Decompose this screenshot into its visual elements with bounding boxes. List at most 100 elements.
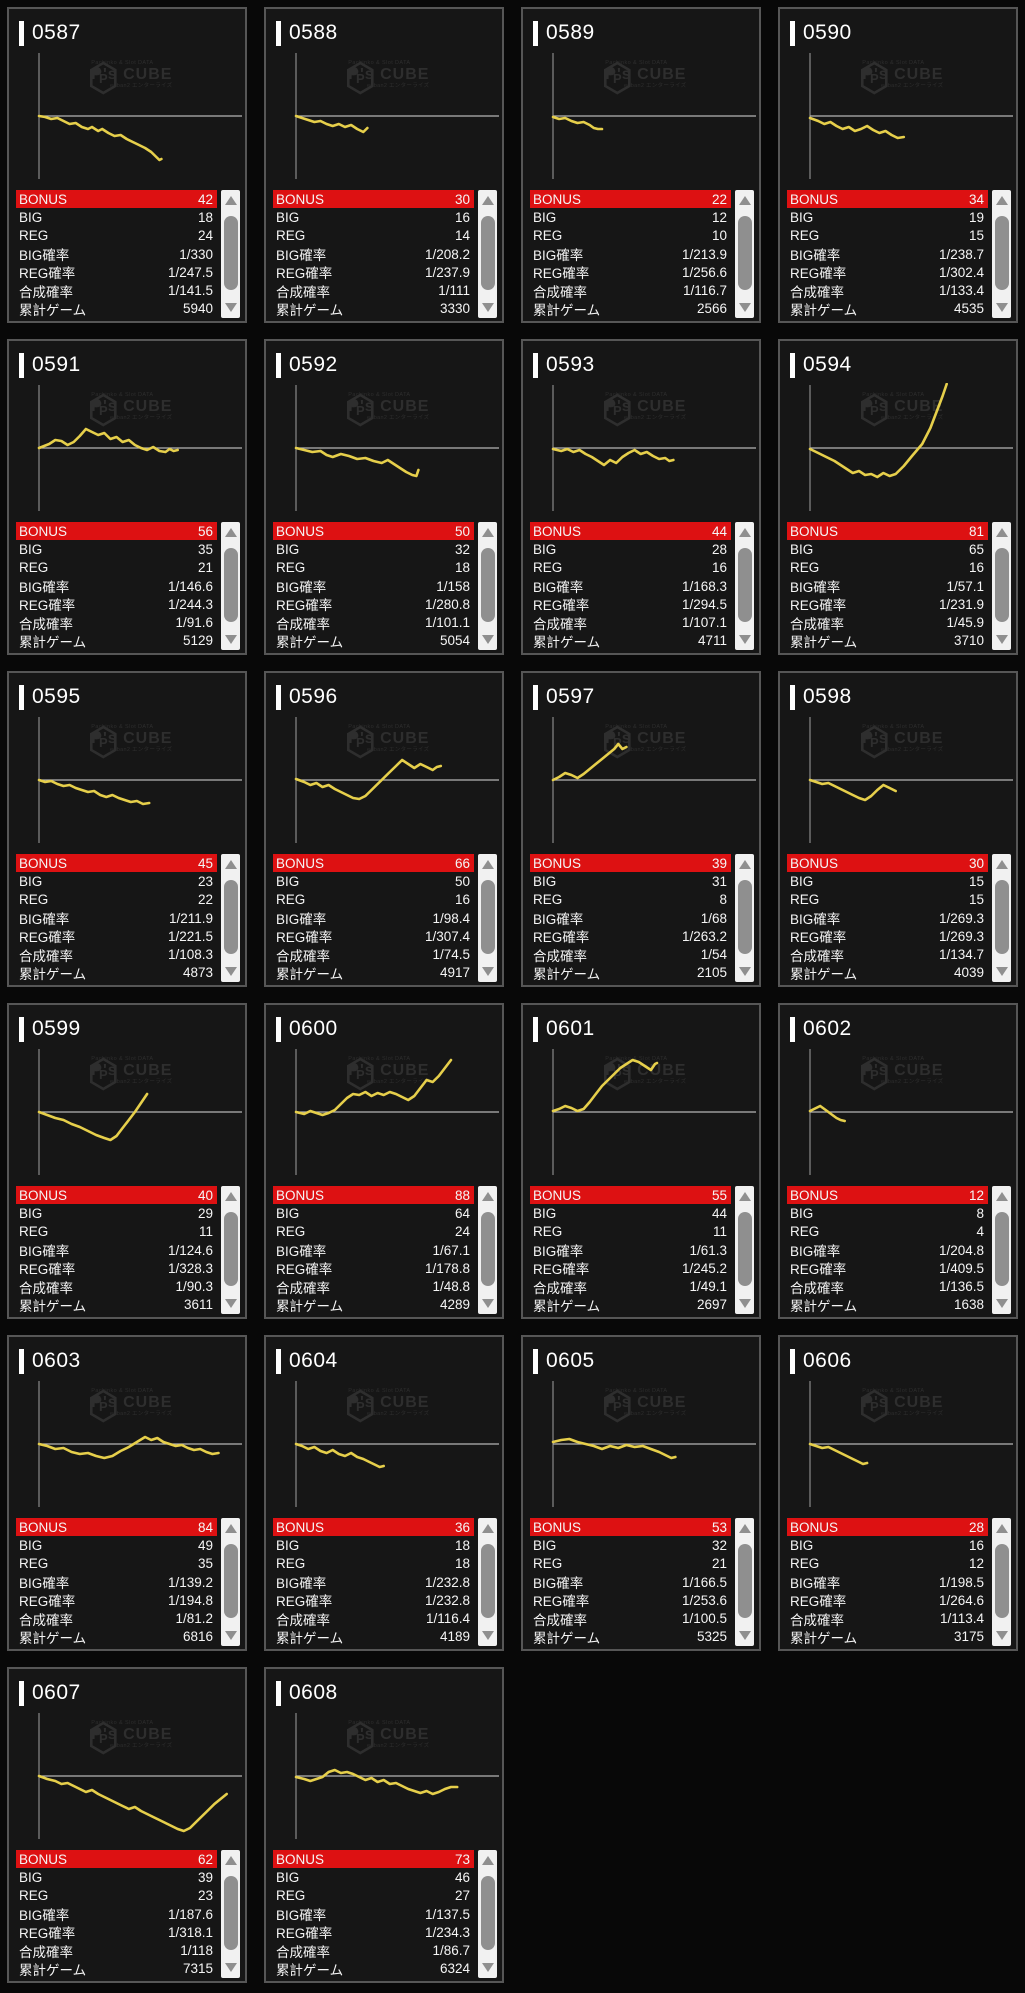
scroll-thumb[interactable] bbox=[223, 216, 238, 290]
scroll-thumb[interactable] bbox=[223, 880, 238, 954]
scroll-thumb[interactable] bbox=[737, 216, 752, 290]
machine-card[interactable]: 0591 P Pachinko & Slot DATA P's CUBE enb… bbox=[7, 339, 247, 655]
scroll-thumb[interactable] bbox=[480, 1876, 495, 1950]
scroll-down-icon[interactable] bbox=[481, 1631, 494, 1640]
scroll-thumb[interactable] bbox=[994, 880, 1009, 954]
scroll-down-icon[interactable] bbox=[481, 635, 494, 644]
scroll-thumb[interactable] bbox=[737, 880, 752, 954]
scroll-up-icon[interactable] bbox=[738, 196, 751, 205]
scroll-up-icon[interactable] bbox=[224, 1524, 237, 1533]
machine-card[interactable]: 0608 P Pachinko & Slot DATA P's CUBE enb… bbox=[264, 1667, 504, 1983]
scroll-down-icon[interactable] bbox=[481, 967, 494, 976]
scroll-down-icon[interactable] bbox=[224, 635, 237, 644]
scroll-thumb[interactable] bbox=[480, 880, 495, 954]
scroll-thumb[interactable] bbox=[994, 548, 1009, 622]
scroll-up-icon[interactable] bbox=[738, 1192, 751, 1201]
machine-card[interactable]: 0601 P Pachinko & Slot DATA P's CUBE enb… bbox=[521, 1003, 761, 1319]
machine-card[interactable]: 0594 P Pachinko & Slot DATA P's CUBE enb… bbox=[778, 339, 1018, 655]
scrollbar[interactable] bbox=[478, 1186, 497, 1314]
scrollbar[interactable] bbox=[992, 522, 1011, 650]
machine-card[interactable]: 0606 P Pachinko & Slot DATA P's CUBE enb… bbox=[778, 1335, 1018, 1651]
scroll-down-icon[interactable] bbox=[738, 967, 751, 976]
scroll-up-icon[interactable] bbox=[224, 1856, 237, 1865]
machine-card[interactable]: 0605 P Pachinko & Slot DATA P's CUBE enb… bbox=[521, 1335, 761, 1651]
scroll-thumb[interactable] bbox=[223, 548, 238, 622]
scroll-thumb[interactable] bbox=[223, 1212, 238, 1286]
scroll-down-icon[interactable] bbox=[995, 635, 1008, 644]
scroll-up-icon[interactable] bbox=[995, 196, 1008, 205]
machine-card[interactable]: 0607 P Pachinko & Slot DATA P's CUBE enb… bbox=[7, 1667, 247, 1983]
scrollbar[interactable] bbox=[992, 854, 1011, 982]
machine-card[interactable]: 0595 P Pachinko & Slot DATA P's CUBE enb… bbox=[7, 671, 247, 987]
scroll-down-icon[interactable] bbox=[224, 303, 237, 312]
scroll-down-icon[interactable] bbox=[738, 635, 751, 644]
scrollbar[interactable] bbox=[992, 1186, 1011, 1314]
scroll-up-icon[interactable] bbox=[738, 528, 751, 537]
scrollbar[interactable] bbox=[478, 1850, 497, 1978]
scroll-down-icon[interactable] bbox=[224, 1299, 237, 1308]
scroll-thumb[interactable] bbox=[737, 1544, 752, 1618]
scroll-up-icon[interactable] bbox=[995, 528, 1008, 537]
scroll-up-icon[interactable] bbox=[481, 196, 494, 205]
machine-card[interactable]: 0589 P Pachinko & Slot DATA P's CUBE enb… bbox=[521, 7, 761, 323]
scroll-up-icon[interactable] bbox=[224, 196, 237, 205]
scroll-thumb[interactable] bbox=[994, 1212, 1009, 1286]
scrollbar[interactable] bbox=[992, 1518, 1011, 1646]
machine-card[interactable]: 0604 P Pachinko & Slot DATA P's CUBE enb… bbox=[264, 1335, 504, 1651]
machine-card[interactable]: 0596 P Pachinko & Slot DATA P's CUBE enb… bbox=[264, 671, 504, 987]
scroll-up-icon[interactable] bbox=[481, 1856, 494, 1865]
scroll-down-icon[interactable] bbox=[738, 1299, 751, 1308]
scrollbar[interactable] bbox=[221, 190, 240, 318]
machine-card[interactable]: 0587 P Pachinko & Slot DATA P's CUBE enb… bbox=[7, 7, 247, 323]
machine-card[interactable]: 0593 P Pachinko & Slot DATA P's CUBE enb… bbox=[521, 339, 761, 655]
scrollbar[interactable] bbox=[735, 190, 754, 318]
scroll-thumb[interactable] bbox=[480, 1212, 495, 1286]
scroll-up-icon[interactable] bbox=[481, 528, 494, 537]
scroll-thumb[interactable] bbox=[737, 1212, 752, 1286]
scrollbar[interactable] bbox=[478, 1518, 497, 1646]
scroll-down-icon[interactable] bbox=[995, 1631, 1008, 1640]
scroll-up-icon[interactable] bbox=[224, 860, 237, 869]
scrollbar[interactable] bbox=[221, 1186, 240, 1314]
machine-card[interactable]: 0598 P Pachinko & Slot DATA P's CUBE enb… bbox=[778, 671, 1018, 987]
scroll-thumb[interactable] bbox=[737, 548, 752, 622]
scrollbar[interactable] bbox=[735, 1186, 754, 1314]
scrollbar[interactable] bbox=[221, 522, 240, 650]
scroll-down-icon[interactable] bbox=[995, 967, 1008, 976]
scroll-up-icon[interactable] bbox=[738, 860, 751, 869]
machine-card[interactable]: 0592 P Pachinko & Slot DATA P's CUBE enb… bbox=[264, 339, 504, 655]
scroll-up-icon[interactable] bbox=[224, 1192, 237, 1201]
machine-card[interactable]: 0603 P Pachinko & Slot DATA P's CUBE enb… bbox=[7, 1335, 247, 1651]
machine-card[interactable]: 0588 P Pachinko & Slot DATA P's CUBE enb… bbox=[264, 7, 504, 323]
machine-card[interactable]: 0602 P Pachinko & Slot DATA P's CUBE enb… bbox=[778, 1003, 1018, 1319]
scroll-down-icon[interactable] bbox=[224, 1631, 237, 1640]
scroll-up-icon[interactable] bbox=[481, 1524, 494, 1533]
machine-card[interactable]: 0600 P Pachinko & Slot DATA P's CUBE enb… bbox=[264, 1003, 504, 1319]
scroll-thumb[interactable] bbox=[223, 1544, 238, 1618]
scroll-down-icon[interactable] bbox=[481, 303, 494, 312]
scroll-up-icon[interactable] bbox=[738, 1524, 751, 1533]
scroll-up-icon[interactable] bbox=[995, 1192, 1008, 1201]
scrollbar[interactable] bbox=[992, 190, 1011, 318]
scrollbar[interactable] bbox=[221, 1518, 240, 1646]
scrollbar[interactable] bbox=[478, 522, 497, 650]
scroll-down-icon[interactable] bbox=[738, 1631, 751, 1640]
scroll-thumb[interactable] bbox=[480, 216, 495, 290]
scroll-thumb[interactable] bbox=[223, 1876, 238, 1950]
scroll-down-icon[interactable] bbox=[995, 1299, 1008, 1308]
scrollbar[interactable] bbox=[735, 1518, 754, 1646]
scroll-up-icon[interactable] bbox=[481, 860, 494, 869]
scrollbar[interactable] bbox=[221, 1850, 240, 1978]
scroll-down-icon[interactable] bbox=[224, 1963, 237, 1972]
scrollbar[interactable] bbox=[478, 190, 497, 318]
scroll-thumb[interactable] bbox=[994, 216, 1009, 290]
scroll-down-icon[interactable] bbox=[738, 303, 751, 312]
scroll-down-icon[interactable] bbox=[481, 1963, 494, 1972]
machine-card[interactable]: 0590 P Pachinko & Slot DATA P's CUBE enb… bbox=[778, 7, 1018, 323]
scrollbar[interactable] bbox=[735, 854, 754, 982]
scroll-up-icon[interactable] bbox=[995, 860, 1008, 869]
scrollbar[interactable] bbox=[221, 854, 240, 982]
machine-card[interactable]: 0597 P Pachinko & Slot DATA P's CUBE enb… bbox=[521, 671, 761, 987]
scroll-up-icon[interactable] bbox=[995, 1524, 1008, 1533]
scroll-up-icon[interactable] bbox=[481, 1192, 494, 1201]
